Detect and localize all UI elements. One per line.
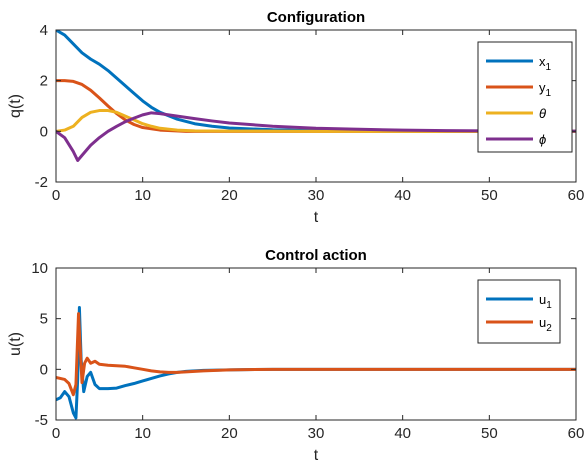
series-line-3	[56, 111, 576, 162]
y-tick-label: 4	[40, 22, 48, 39]
y-axis-label: q(t)	[7, 94, 24, 118]
y-tick-label: -2	[35, 174, 48, 191]
series-group	[56, 30, 576, 162]
y-tick-label: 0	[40, 361, 48, 378]
y-tick-label: 2	[40, 73, 48, 90]
x-tick-label: 50	[481, 187, 498, 204]
x-axis-label: t	[314, 209, 319, 226]
legend-label-3: ϕ	[539, 132, 546, 147]
x-axis-label: t	[314, 447, 319, 464]
legend-label-2: θ	[539, 106, 546, 121]
x-tick-label: 40	[394, 187, 411, 204]
legend-box	[477, 41, 573, 153]
legend-label-0: x1	[539, 54, 552, 73]
x-tick-label: 60	[568, 425, 585, 442]
series-line-1	[56, 312, 576, 397]
y-axis-label: u(t)	[7, 332, 24, 356]
legend-label-1: u2	[539, 315, 552, 334]
x-tick-label: 20	[221, 187, 238, 204]
legend: x1 y1 θϕ	[477, 41, 573, 153]
y-tick-label: -5	[35, 412, 48, 429]
y-tick-label: 10	[31, 260, 48, 277]
y-tick-label: 0	[40, 123, 48, 140]
x-tick-label: 50	[481, 425, 498, 442]
series-group	[56, 306, 576, 420]
x-tick-label: 40	[394, 425, 411, 442]
y-tick-label: 5	[40, 311, 48, 328]
x-tick-label: 30	[308, 425, 325, 442]
legend-box	[477, 279, 561, 344]
x-tick-label: 30	[308, 187, 325, 204]
chart-title: Configuration	[267, 9, 365, 26]
x-tick-label: 20	[221, 425, 238, 442]
legend-label-1: y1	[539, 80, 552, 99]
x-tick-label: 10	[134, 425, 151, 442]
chart-title: Control action	[265, 247, 367, 264]
legend-label-0: u1	[539, 292, 552, 311]
x-tick-label: 0	[52, 425, 60, 442]
series-line-2	[56, 109, 576, 133]
x-tick-label: 0	[52, 187, 60, 204]
x-tick-label: 60	[568, 187, 585, 204]
x-tick-label: 10	[134, 187, 151, 204]
